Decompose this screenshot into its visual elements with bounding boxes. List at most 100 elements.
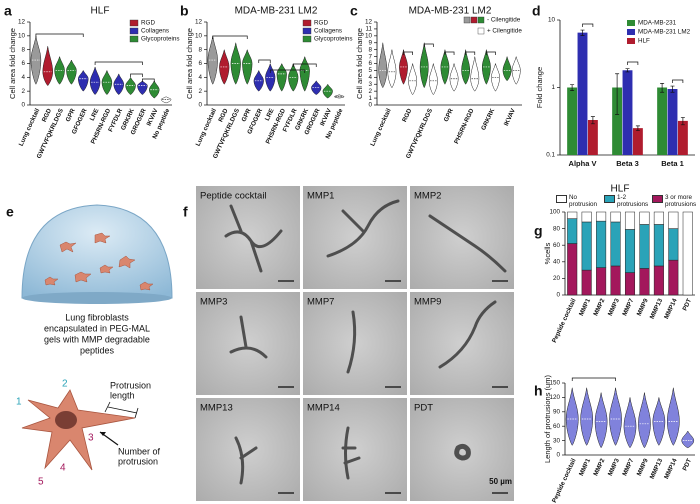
y-tick-label: 0 bbox=[198, 102, 202, 109]
count-label: 3 bbox=[88, 433, 94, 444]
x-tick-label: MMP1 bbox=[578, 297, 592, 317]
x-tick-label: Peptide cocktail bbox=[551, 297, 578, 344]
violin bbox=[408, 63, 418, 95]
x-tick-label: Lung cocktail bbox=[195, 107, 219, 147]
y-tick-label: 10 bbox=[195, 33, 203, 40]
y-axis-label: Cell area fold change bbox=[8, 28, 17, 99]
violin bbox=[276, 62, 287, 92]
x-tick-label: LRE bbox=[264, 108, 276, 122]
y-tick-label: 2 bbox=[21, 88, 25, 95]
violin bbox=[299, 55, 310, 92]
y-tick-label: 80 bbox=[553, 225, 561, 232]
violin bbox=[638, 392, 651, 449]
x-tick-label: GPR bbox=[65, 107, 77, 123]
bar-segment bbox=[653, 265, 664, 296]
bar-segment bbox=[653, 211, 664, 225]
chart-title: HLF bbox=[611, 184, 630, 195]
legend-swatch bbox=[652, 195, 663, 203]
cell bbox=[341, 426, 361, 480]
x-tick-label: MMP9 bbox=[636, 297, 650, 317]
legend-item: No protrusion bbox=[556, 194, 604, 208]
y-tick-label: 4 bbox=[368, 74, 372, 81]
y-tick-label: 10 bbox=[548, 17, 556, 24]
x-tick-label: Lung cocktail bbox=[369, 107, 393, 147]
cell bbox=[234, 436, 258, 485]
bar-segment bbox=[624, 211, 636, 230]
cell-image bbox=[229, 315, 268, 359]
error-bar bbox=[570, 84, 575, 91]
bar-segment bbox=[596, 211, 607, 222]
y-axis-label: Cell area fold change bbox=[185, 28, 194, 99]
sig-bracket bbox=[269, 69, 306, 73]
sig-bracket bbox=[672, 79, 684, 83]
cell-image bbox=[428, 214, 507, 273]
legend-label: - Cilengitide bbox=[487, 17, 521, 24]
y-tick-label: 12 bbox=[18, 19, 26, 26]
violin bbox=[623, 397, 637, 449]
violin bbox=[78, 69, 89, 92]
chart-title: MDA-MB-231 LM2 bbox=[235, 6, 318, 17]
panel-label: f bbox=[183, 204, 188, 220]
y-tick-label: 10 bbox=[18, 33, 26, 40]
y-tick-label: 11 bbox=[365, 26, 372, 33]
violin bbox=[652, 397, 666, 446]
sig-bracket bbox=[582, 23, 594, 27]
error-bar bbox=[670, 85, 675, 93]
violin bbox=[428, 63, 438, 95]
panel-label: d bbox=[532, 3, 541, 19]
y-tick-label: 6 bbox=[368, 60, 372, 67]
x-tick-label: LRE bbox=[89, 108, 101, 122]
y-tick-label: 8 bbox=[21, 46, 25, 53]
count-label: 2 bbox=[62, 379, 68, 390]
fibroblast bbox=[21, 389, 136, 471]
y-tick-label: 5 bbox=[368, 67, 372, 74]
x-tick-label: RGD bbox=[401, 107, 413, 123]
micrograph bbox=[410, 398, 514, 501]
y-tick-label: 0 bbox=[368, 102, 372, 109]
legend-label: HLF bbox=[638, 38, 650, 45]
cell-image bbox=[234, 436, 258, 485]
sig-bracket bbox=[444, 51, 455, 55]
y-axis-label: Length of protrusions (um) bbox=[543, 375, 552, 463]
legend-item: 1-2 protrusions bbox=[604, 194, 652, 208]
violin bbox=[594, 392, 608, 449]
bar-segment bbox=[596, 220, 607, 268]
legend-swatch bbox=[302, 19, 312, 27]
bar-segment bbox=[581, 221, 592, 271]
bar bbox=[612, 87, 623, 155]
x-tick-label: MMP2 bbox=[592, 457, 606, 477]
cell bbox=[326, 199, 400, 258]
cell bbox=[224, 204, 283, 273]
sig-bracket bbox=[212, 35, 248, 39]
panel-label: g bbox=[534, 223, 543, 239]
panel-label: h bbox=[534, 383, 543, 399]
legend-swatch bbox=[470, 16, 478, 24]
bar-segment bbox=[567, 243, 578, 296]
tile-label: PDT bbox=[414, 403, 433, 414]
violin bbox=[89, 66, 101, 95]
cell-image bbox=[454, 443, 471, 461]
y-tick-label: 30 bbox=[553, 437, 561, 444]
legend-label: No protrusion bbox=[569, 194, 598, 208]
caption-line: encapsulated in PEG-MAL bbox=[44, 323, 150, 333]
y-tick-label: 0 bbox=[556, 292, 560, 299]
x-tick-label: MMP14 bbox=[663, 457, 679, 480]
cell-image bbox=[224, 204, 283, 273]
bar-segment bbox=[668, 259, 679, 296]
bar-segment bbox=[668, 211, 679, 229]
x-tick-label: MMP14 bbox=[663, 297, 679, 320]
y-tick-label: 0 bbox=[21, 102, 25, 109]
legend-label: + Cilengitide bbox=[487, 28, 522, 35]
legend-label: Collagens bbox=[314, 28, 342, 35]
gel-dome bbox=[21, 204, 173, 299]
bar-segment bbox=[581, 211, 592, 223]
error-bar bbox=[580, 29, 585, 36]
length-bracket bbox=[104, 401, 139, 419]
y-tick-label: 100 bbox=[549, 209, 560, 216]
sig-bracket bbox=[258, 59, 271, 63]
y-tick-label: 8 bbox=[368, 46, 372, 53]
y-tick-label: 150 bbox=[549, 380, 560, 387]
sig-bracket bbox=[94, 61, 143, 65]
